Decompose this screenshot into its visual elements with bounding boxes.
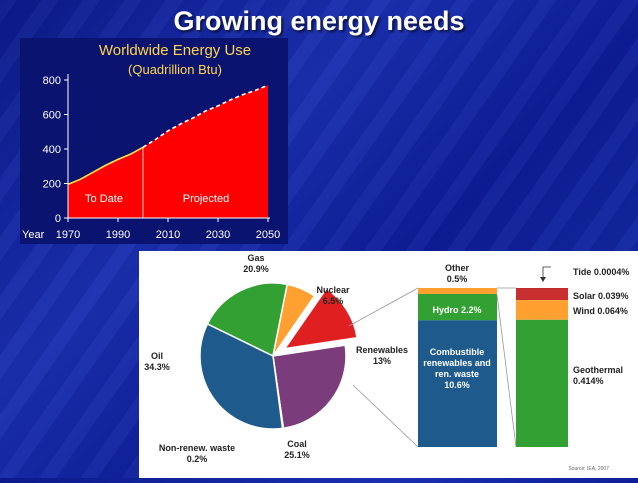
x-tick-label: 2030 (206, 229, 230, 241)
chart-title: Worldwide Energy Use (99, 42, 251, 59)
pie-value-gas: 20.9% (243, 264, 269, 274)
renewables-breakdown-bar (418, 288, 497, 447)
pie-chart (199, 282, 358, 430)
pie-label-nuclear: Nuclear (316, 285, 350, 295)
renew-value-combustible: 10.6% (444, 380, 470, 390)
other-segment-geothermal (516, 319, 568, 447)
region-label-to-date: To Date (85, 193, 123, 205)
energy-mix-panel: Gas 20.9% Nuclear 6.5% Renewables 13% Co… (139, 251, 638, 478)
energy-use-chart-panel: Worldwide Energy Use (Quadrillion Btu) 0… (20, 38, 288, 244)
renew-label-other: Other (445, 263, 470, 273)
y-tick-label: 600 (43, 110, 61, 122)
pie-label-nonrenew-waste: Non-renew. waste (159, 443, 235, 453)
pie-value-renewables: 13% (373, 356, 391, 366)
renew-segment-other (418, 288, 497, 294)
pie-label-renewables: Renewables (356, 345, 408, 355)
renew-label-combustible-3: ren. waste (435, 369, 479, 379)
energy-use-chart: Worldwide Energy Use (Quadrillion Btu) 0… (22, 42, 280, 241)
y-tick-label: 200 (43, 179, 61, 191)
tide-pointer-arrow-icon (540, 277, 546, 282)
pie-value-nonrenew-waste: 0.2% (187, 454, 208, 464)
pie-slice-gas (206, 282, 289, 358)
renew-value-other: 0.5% (447, 274, 468, 284)
other-label-wind: Wind 0.064% (573, 306, 628, 316)
x-tick-label: 1990 (106, 229, 130, 241)
x-tick-label: 1970 (56, 229, 80, 241)
pie-slice-oil (199, 322, 284, 430)
renew-segment-hydro (418, 293, 497, 321)
series-line-to-date (67, 146, 144, 186)
x-tick-label: 2050 (256, 229, 280, 241)
energy-mix-chart: Gas 20.9% Nuclear 6.5% Renewables 13% Co… (144, 253, 629, 472)
renew-label-combustible-2: renewables and (423, 358, 491, 368)
x-tick-label: 2010 (156, 229, 180, 241)
y-tick-label: 800 (43, 75, 61, 87)
area-plot: 0 200 400 600 800 1970 1990 2010 2030 2050 (43, 74, 280, 241)
other-label-solar: Solar 0.039% (573, 291, 629, 301)
pie-value-nuclear: 6.5% (323, 296, 344, 306)
other-label-geothermal: Geothermal (573, 365, 623, 375)
other-segment-solar (516, 288, 568, 301)
source-note: Source: IEA, 2007 (568, 466, 609, 472)
renew-segment-combustible (418, 320, 497, 447)
pie-slice-coal (272, 344, 347, 430)
other-label-tide: Tide 0.0004% (573, 267, 629, 277)
pie-slice-renewables (283, 287, 358, 350)
renew-label-combustible-1: Combustible (430, 347, 485, 357)
connector-line-top (348, 287, 419, 327)
pie-label-gas: Gas (247, 253, 264, 263)
y-tick-label: 0 (55, 213, 61, 225)
pie-value-coal: 25.1% (284, 450, 310, 460)
series-line-projected (142, 84, 269, 148)
pie-slice-nuclear (272, 283, 316, 357)
y-tick-label: 400 (43, 144, 61, 156)
pie-value-oil: 34.3% (144, 362, 170, 372)
other-value-geothermal: 0.414% (573, 376, 604, 386)
area-fill (68, 85, 268, 218)
other-segment-wind (516, 300, 568, 320)
connector-line-bottom (352, 384, 419, 448)
x-axis-label: Year (22, 229, 45, 241)
other-breakdown-bar (516, 288, 568, 447)
tide-pointer-line (542, 266, 551, 280)
pie-label-oil: Oil (151, 351, 163, 361)
connector-line-other-bottom (496, 294, 517, 448)
chart-subtitle: (Quadrillion Btu) (128, 62, 222, 77)
renew-label-hydro: Hydro 2.2% (432, 305, 481, 315)
pie-label-coal: Coal (287, 439, 307, 449)
slide-title: Growing energy needs (173, 6, 465, 36)
region-label-projected: Projected (183, 193, 229, 205)
